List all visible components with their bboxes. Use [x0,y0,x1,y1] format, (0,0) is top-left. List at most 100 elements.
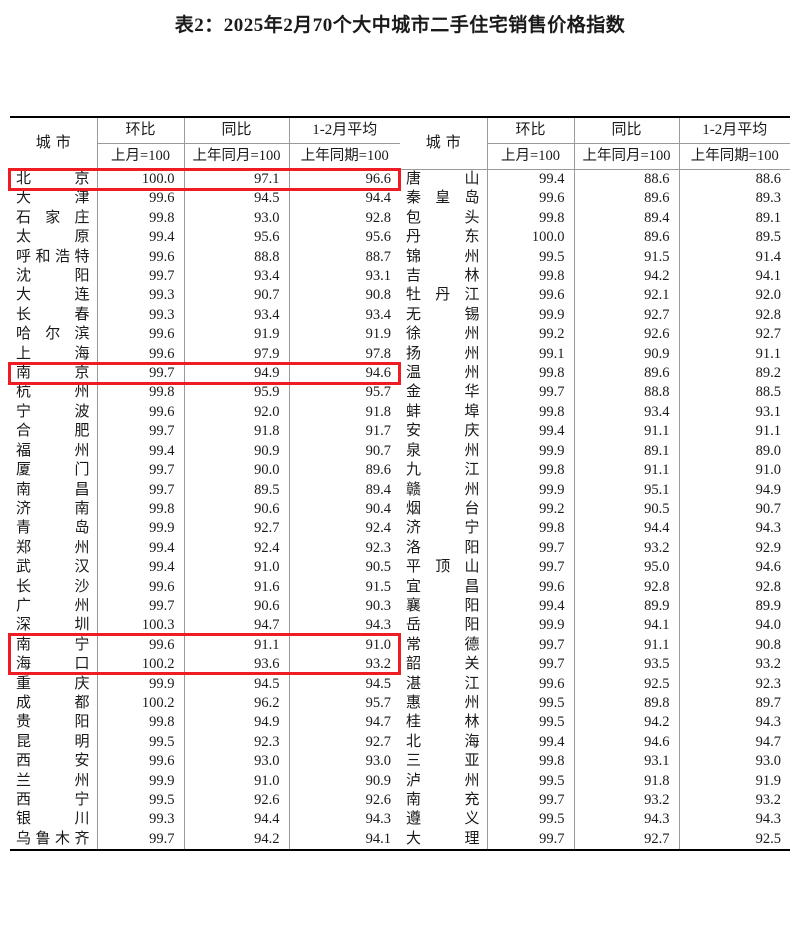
table-row: 乌鲁木齐 99.7 94.2 94.1 [10,829,400,852]
table-row: 锦州 99.5 91.5 91.4 [400,247,790,268]
cell-avg: 94.3 [288,810,400,830]
cell-yoy: 95.0 [573,558,679,578]
table-row: 哈尔滨 99.6 91.9 91.9 [10,325,400,345]
table-row: 南充 99.7 93.2 93.2 [400,791,790,811]
table-row: 海口 100.2 93.6 93.2 [10,655,400,675]
table-row: 大理 99.7 92.7 92.5 [400,829,790,852]
cell-mom: 99.5 [486,810,574,830]
cell-mom: 99.9 [486,305,574,326]
cell-city: 乌鲁木齐 [10,829,97,852]
cell-mom: 99.4 [486,732,574,753]
cell-city: 青岛 [16,520,90,537]
cell-yoy: 89.9 [573,596,679,617]
cell-avg: 94.6 [678,558,790,578]
column-header-city: 城市 [400,116,487,170]
cell-avg: 93.2 [288,655,400,675]
cell-mom: 99.7 [486,635,574,656]
table-row: 三亚 99.8 93.1 93.0 [400,752,790,772]
table-row: 丹东 100.0 89.6 89.5 [400,228,790,248]
table-row: 秦皇岛 99.6 89.6 89.3 [400,189,790,209]
cell-yoy: 94.2 [183,829,289,852]
cell-yoy: 93.2 [573,538,679,559]
cell-city: 济宁 [406,520,480,537]
cell-avg: 91.1 [678,422,790,442]
cell-avg: 92.4 [288,519,400,539]
table-row: 扬州 99.1 90.9 91.1 [400,344,790,365]
cell-yoy: 94.9 [183,713,289,733]
cell-city: 南昌 [16,481,90,498]
table-row: 呼和浩特 99.6 88.8 88.7 [10,247,400,268]
table-row: 太原 99.4 95.6 95.6 [10,228,400,248]
table-row: 桂林 99.5 94.2 94.3 [400,713,790,733]
cell-mom: 99.5 [96,732,184,753]
cell-yoy: 93.0 [183,752,289,772]
cell-city: 沈阳 [16,268,90,285]
cell-city: 丹东 [406,229,480,246]
cell-yoy: 91.1 [573,422,679,442]
cell-yoy: 93.2 [573,791,679,811]
table-row: 吉林 99.8 94.2 94.1 [400,267,790,287]
cell-mom: 99.9 [96,771,184,791]
table-row: 昆明 99.5 92.3 92.7 [10,732,400,753]
cell-avg: 94.4 [288,189,400,209]
cell-avg: 92.7 [288,732,400,753]
cell-avg: 94.6 [288,364,400,384]
cell-mom: 99.8 [486,267,574,287]
cell-avg: 94.9 [678,480,790,500]
cell-yoy: 92.7 [573,829,679,852]
cell-mom: 99.5 [486,771,574,791]
cell-avg: 94.3 [678,713,790,733]
cell-city: 合肥 [16,423,90,440]
cell-mom: 99.6 [96,325,184,345]
cell-avg: 91.5 [288,577,400,597]
cell-avg: 91.9 [288,325,400,345]
cell-city: 扬州 [406,345,480,362]
column-header-yoy-group: 同比 [573,116,679,144]
cell-avg: 92.6 [288,791,400,811]
cell-avg: 88.7 [288,247,400,268]
cell-city: 大理 [400,829,487,852]
table-row: 大连 99.3 90.7 90.8 [10,286,400,306]
cell-avg: 89.2 [678,364,790,384]
cell-city: 桂林 [406,714,480,731]
cell-mom: 99.6 [96,402,184,423]
table-row: 包头 99.8 89.4 89.1 [400,208,790,229]
table-row: 兰州 99.9 91.0 90.9 [10,771,400,791]
cell-avg: 89.6 [288,461,400,481]
cell-mom: 99.8 [486,402,574,423]
cell-avg: 94.1 [678,267,790,287]
cell-mom: 99.9 [96,519,184,539]
cell-avg: 94.7 [678,732,790,753]
cell-mom: 99.2 [486,499,574,520]
table-row: 牡丹江 99.6 92.1 92.0 [400,286,790,306]
cell-yoy: 92.0 [183,402,289,423]
cell-avg: 91.7 [288,422,400,442]
table-head-left: 城市 环比 同比 1-2月平均 上月=100 上年同月=100 上年同期=100 [10,116,400,170]
cell-yoy: 89.4 [573,208,679,229]
page-title: 表2：2025年2月70个大中城市二手住宅销售价格指数 [174,15,626,36]
cell-city: 南京 [16,365,90,382]
table-row: 南昌 99.7 89.5 89.4 [10,480,400,500]
cell-avg: 90.7 [678,499,790,520]
cell-yoy: 95.1 [573,480,679,500]
cell-yoy: 94.5 [183,674,289,694]
table-row: 济南 99.8 90.6 90.4 [10,499,400,520]
cell-mom: 99.6 [486,286,574,306]
cell-city: 蚌埠 [406,403,480,420]
cell-yoy: 94.6 [573,732,679,753]
table-row: 成都 100.2 96.2 95.7 [10,693,400,714]
cell-yoy: 90.5 [573,499,679,520]
cell-avg: 90.7 [288,441,400,462]
cell-city: 大津 [16,190,90,207]
cell-mom: 99.7 [96,461,184,481]
table-row: 遵义 99.5 94.3 94.3 [400,810,790,830]
cell-avg: 89.1 [678,208,790,229]
column-header-avg-base: 上年同期=100 [678,143,790,170]
column-header-yoy-group: 同比 [183,116,289,144]
cell-city: 南充 [406,792,480,808]
cell-city: 遵义 [406,811,480,828]
table-row: 深圳 100.3 94.7 94.3 [10,616,400,636]
cell-city: 济南 [16,500,90,517]
table-row: 北海 99.4 94.6 94.7 [400,732,790,753]
cell-yoy: 93.0 [183,208,289,229]
